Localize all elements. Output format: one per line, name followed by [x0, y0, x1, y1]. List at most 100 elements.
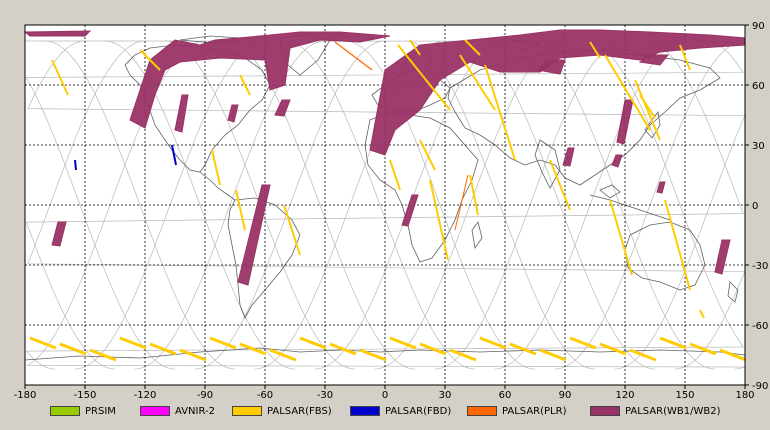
legend-label: PRSIM — [85, 405, 116, 417]
wb-swath — [611, 154, 623, 168]
fbs-swath — [329, 342, 357, 356]
lon-tick-label: 150 — [675, 390, 694, 400]
wb-swath — [23, 30, 92, 37]
wb-swath — [714, 239, 731, 275]
legend-item-palsar-plr: PALSAR(PLR) — [467, 404, 566, 418]
lon-tick-label: 0 — [382, 390, 388, 400]
fbs-swath — [179, 348, 207, 362]
fbs-swath — [659, 336, 687, 350]
fbs-swath — [389, 336, 417, 350]
wb-swath — [638, 54, 670, 66]
plr-swath — [334, 41, 373, 71]
axis-ticks: -180 -150 -120 -90 -60 -30 0 30 60 90 120 150 180 90 6… — [14, 21, 769, 400]
wb-swath — [562, 147, 575, 167]
fbs-swath — [283, 204, 301, 256]
fbs-swath — [634, 79, 661, 141]
orbit-track — [104, 40, 296, 370]
fbs-swath — [149, 342, 177, 356]
fbs-swath — [59, 342, 87, 356]
legend-item-prsim: PRSIM — [50, 404, 116, 418]
legend-item-avnir2: AVNIR-2 — [140, 404, 215, 418]
fbs-swath — [89, 348, 117, 362]
fbs-swath — [209, 336, 237, 350]
lon-tick-label: 180 — [735, 390, 754, 400]
fbs-swath — [589, 41, 601, 59]
orbit-track — [44, 40, 236, 370]
world-coverage-map: -180 -150 -120 -90 -60 -30 0 30 60 90 120 150 180 90 6… — [13, 21, 769, 400]
wb-swath — [174, 94, 189, 133]
fbs-swath — [235, 189, 246, 231]
lon-tick-label: -90 — [197, 390, 213, 400]
legend-item-palsar-fbd: PALSAR(FBD) — [350, 404, 451, 418]
fbs-swath — [239, 74, 251, 96]
fbs-swath — [389, 159, 401, 191]
fbs-swath — [664, 199, 691, 291]
lon-tick-label: -120 — [134, 390, 157, 400]
fbs-swath — [119, 336, 147, 350]
lon-tick-label: 60 — [499, 390, 512, 400]
orbit-track — [25, 40, 744, 370]
fbs-swath — [609, 199, 633, 276]
wb-swath — [237, 184, 271, 286]
wb-swath — [537, 59, 566, 75]
wb-swath — [274, 99, 291, 117]
fbs-swath — [429, 179, 449, 261]
lat-tick-label: 30 — [752, 141, 765, 152]
lon-tick-label: 120 — [615, 390, 634, 400]
fbs-swath — [549, 159, 571, 211]
fbs-swath — [639, 94, 656, 119]
fbs-swath — [139, 49, 161, 71]
fbs-swath — [509, 342, 537, 356]
orbit-track — [224, 40, 416, 370]
lat-tick-label: 60 — [752, 81, 765, 92]
lon-tick-label: -30 — [317, 390, 333, 400]
legend-label: PALSAR(FBS) — [267, 405, 332, 417]
lat-tick-label: -90 — [752, 381, 768, 392]
legend-label: PALSAR(FBD) — [385, 405, 452, 417]
legend-label: PALSAR(WB1/WB2) — [625, 405, 721, 417]
legend-swatch — [590, 406, 620, 416]
lat-tick-label: 0 — [752, 201, 758, 212]
fbs-swath — [679, 44, 691, 71]
legend-item-palsar-fbs: PALSAR(FBS) — [232, 404, 332, 418]
fbs-swath — [484, 64, 516, 161]
fbs-swath — [29, 336, 57, 350]
fbs-swath — [689, 342, 717, 356]
orbit-track — [284, 40, 476, 370]
fbd-swath — [74, 159, 77, 171]
wb-swath — [656, 181, 666, 194]
fbs-swath — [459, 54, 496, 111]
fbs-swath — [464, 39, 481, 56]
legend-swatch — [350, 406, 380, 416]
fbs-swath — [299, 336, 327, 350]
fbs-swath — [479, 336, 507, 350]
legend: PRSIM AVNIR-2 PALSAR(FBS) PALSAR(FBD) PA… — [0, 400, 770, 422]
fbs-swath — [599, 342, 627, 356]
legend-label: PALSAR(PLR) — [502, 405, 567, 417]
observation-swaths — [23, 29, 747, 362]
fbs-swath — [239, 342, 267, 356]
fbs-swath — [629, 348, 657, 362]
legend-swatch — [140, 406, 170, 416]
lat-tick-label: -60 — [752, 321, 768, 332]
fbs-swath — [469, 174, 479, 216]
fbd-swath — [171, 144, 177, 166]
fbs-swath — [269, 348, 297, 362]
lon-tick-label: -180 — [14, 390, 37, 400]
fbs-swath — [359, 348, 387, 362]
wb-swath — [51, 221, 67, 247]
fbs-swath — [211, 149, 221, 186]
fbs-swath — [699, 309, 705, 319]
fbs-swath — [51, 59, 69, 96]
fbs-swath — [539, 348, 567, 362]
fbs-swath — [569, 336, 597, 350]
legend-swatch — [50, 406, 80, 416]
wb-swath — [129, 31, 391, 129]
lat-tick-label: 90 — [752, 21, 765, 32]
fbs-swath — [409, 39, 421, 56]
fbs-swath — [419, 342, 447, 356]
lon-tick-label: -60 — [257, 390, 273, 400]
legend-item-palsar-wb: PALSAR(WB1/WB2) — [590, 404, 721, 418]
plr-swath — [454, 174, 469, 231]
fbs-swath — [449, 348, 477, 362]
